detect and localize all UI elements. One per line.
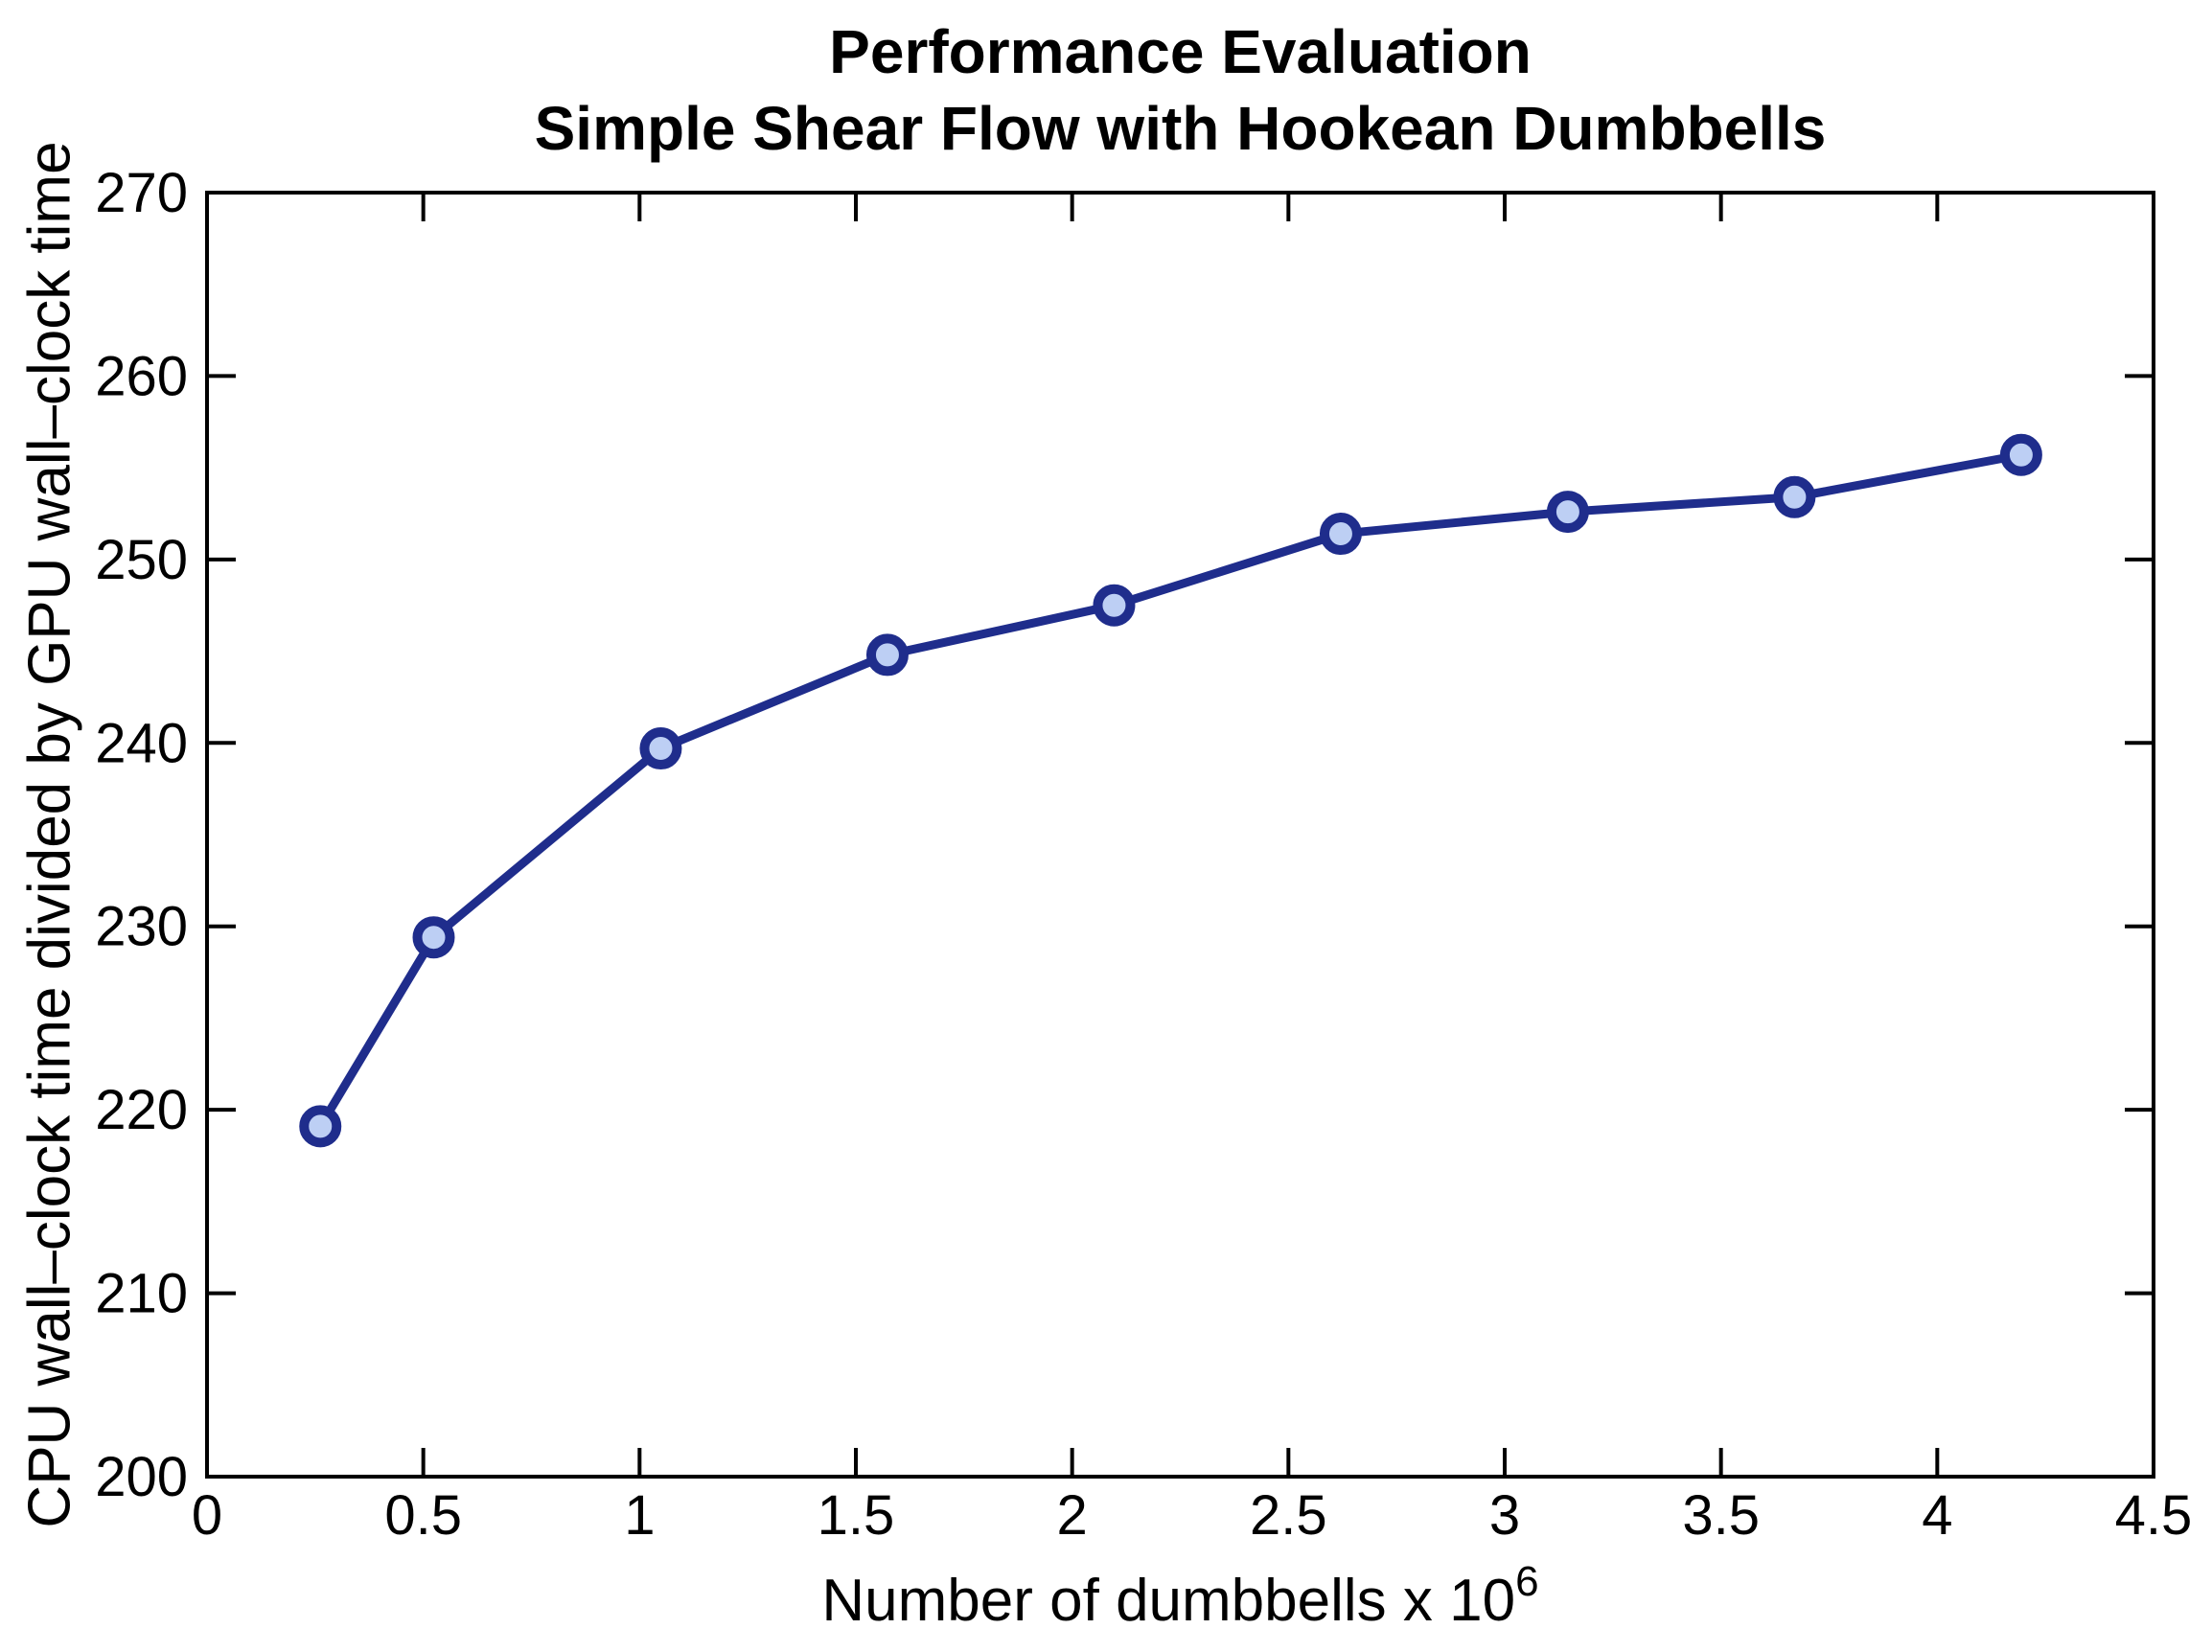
y-tick-label: 260 bbox=[95, 345, 188, 407]
x-tick-label: 3 bbox=[1489, 1484, 1520, 1547]
data-point-marker bbox=[1999, 433, 2042, 476]
x-tick-label: 1 bbox=[624, 1484, 655, 1547]
y-tick-label: 220 bbox=[95, 1079, 188, 1141]
data-point-marker bbox=[1319, 513, 1362, 556]
x-tick-label: 4.5 bbox=[2115, 1484, 2193, 1547]
x-tick-label: 0.5 bbox=[384, 1484, 462, 1547]
x-axis-label: Number of dumbbells x 106 bbox=[207, 1558, 2154, 1635]
x-tick-label: 2 bbox=[1057, 1484, 1088, 1547]
chart-title: Performance Evaluation Simple Shear Flow… bbox=[207, 13, 2154, 167]
x-tick-label: 4 bbox=[1922, 1484, 1952, 1547]
data-point-marker bbox=[865, 633, 909, 677]
y-tick-label: 250 bbox=[95, 529, 188, 591]
data-line bbox=[315, 450, 2026, 1131]
x-axis-label-text: Number of dumbbells x 10 bbox=[821, 1568, 1516, 1634]
y-tick-label: 240 bbox=[95, 712, 188, 774]
y-axis-label: CPU wall–clock time divided by GPU wall–… bbox=[16, 141, 83, 1528]
chart-title-line2: Simple Shear Flow with Hookean Dumbbells bbox=[534, 94, 1827, 163]
y-tick-label: 230 bbox=[95, 896, 188, 958]
data-point-marker bbox=[639, 727, 682, 770]
data-point-marker bbox=[412, 916, 455, 959]
data-point-marker bbox=[299, 1105, 342, 1148]
data-point-marker bbox=[1093, 584, 1136, 627]
chart-title-line1: Performance Evaluation bbox=[829, 17, 1532, 86]
x-tick-label: 2.5 bbox=[1250, 1484, 1327, 1547]
x-tick-label: 1.5 bbox=[818, 1484, 895, 1547]
y-tick-label: 270 bbox=[95, 162, 188, 224]
axis-box bbox=[205, 191, 2155, 1479]
y-tick-label: 210 bbox=[95, 1263, 188, 1325]
x-tick-label: 3.5 bbox=[1682, 1484, 1760, 1547]
x-tick-label: 0 bbox=[192, 1484, 222, 1547]
data-point-marker bbox=[1546, 491, 1589, 534]
y-tick-label: 200 bbox=[95, 1446, 188, 1508]
data-point-marker bbox=[1773, 475, 1816, 518]
x-axis-label-exponent: 6 bbox=[1515, 1558, 1539, 1605]
